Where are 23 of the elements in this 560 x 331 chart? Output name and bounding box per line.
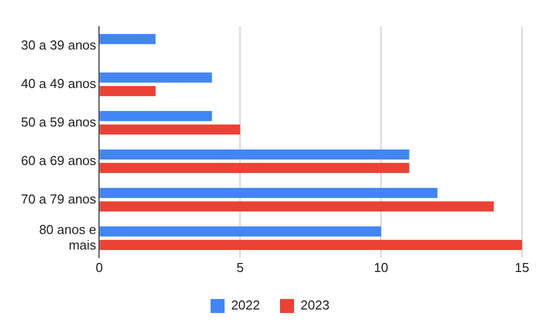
bar	[100, 149, 410, 160]
y-tick-label: 60 a 69 anos	[20, 152, 97, 168]
bar	[100, 201, 494, 212]
y-tick-label: 80 anos e mais	[39, 222, 97, 253]
x-tick-label: 5	[236, 260, 244, 275]
x-tick-label: 0	[96, 260, 103, 275]
y-tick-label: 30 a 39 anos	[20, 37, 97, 52]
x-tick-label: 15	[514, 260, 530, 275]
bar	[100, 240, 522, 250]
bar	[100, 124, 240, 135]
bar	[100, 162, 410, 174]
legend-label: 2023	[300, 298, 330, 313]
bar	[100, 72, 212, 83]
bar	[100, 188, 438, 198]
bar	[100, 86, 156, 96]
legend-label: 2022	[231, 298, 260, 313]
bar	[100, 110, 212, 122]
y-tick-label: 70 a 79 anos	[20, 191, 97, 206]
bar	[100, 226, 382, 236]
y-tick-label: 50 a 59 anos	[20, 114, 97, 130]
y-tick-label: 40 a 49 anos	[20, 76, 97, 91]
x-tick-label: 10	[374, 260, 388, 275]
bar	[100, 34, 156, 44]
